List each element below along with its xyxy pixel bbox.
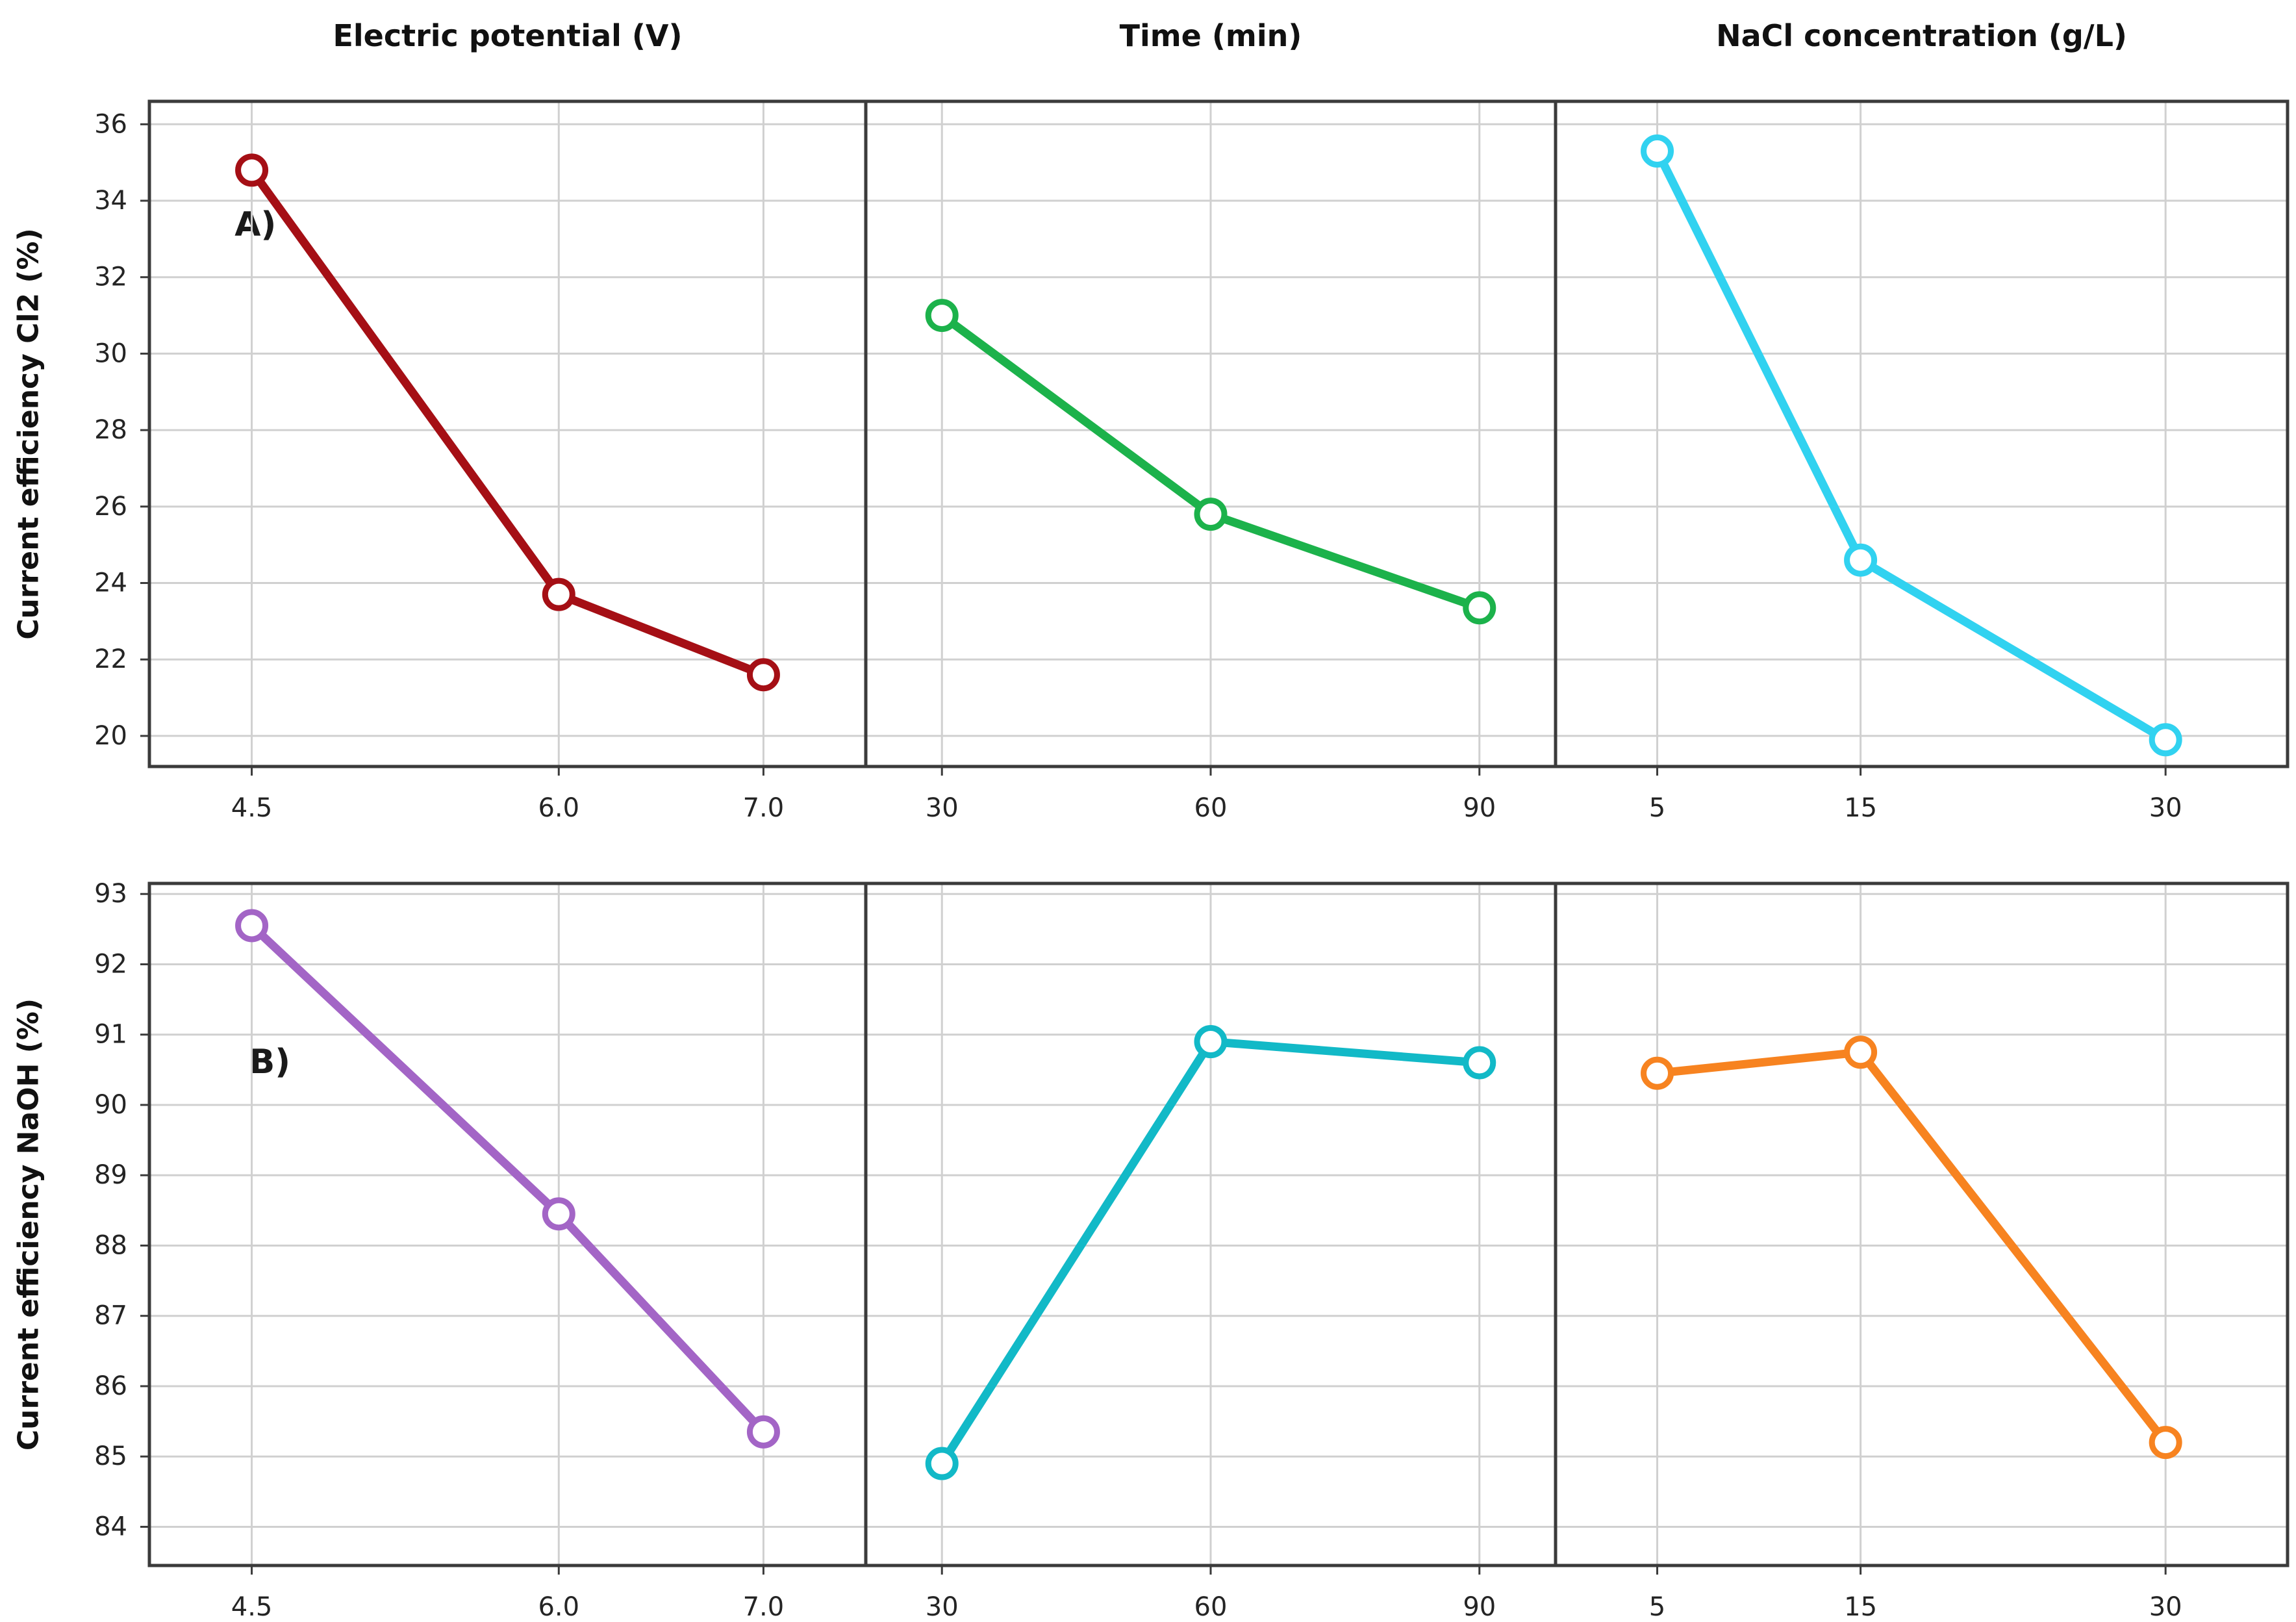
data-point [1641,134,1674,168]
y-tick-label: 90 [94,1090,127,1120]
x-tick-label: 6.0 [538,793,579,823]
column-title-time: Time (min) [1119,18,1302,53]
data-point [746,658,780,692]
y-tick-label: 34 [94,186,127,216]
y-tick-label: 88 [94,1230,127,1260]
data-point [1641,1056,1674,1090]
x-tick-label: 7.0 [743,1592,785,1622]
data-point [2149,723,2182,757]
column-title-nacl-concentration: NaCl concentration (g/L) [1716,18,2127,53]
series-line [1653,1048,2170,1447]
x-tick-label: 4.5 [231,793,273,823]
x-tick-label: 15 [1844,1592,1877,1622]
y-tick-label: 92 [94,949,127,979]
data-point [1844,1035,1878,1069]
y-tick-label: 85 [94,1441,127,1471]
y-tick-label: 87 [94,1301,127,1331]
y-tick-label: 24 [94,568,127,598]
data-point [925,1447,959,1480]
y-tick-label: 86 [94,1371,127,1401]
x-tick-label: 30 [2149,1592,2182,1622]
x-tick-label: 90 [1463,793,1496,823]
x-tick-label: 6.0 [538,1592,579,1622]
y-tick-label: 30 [94,338,127,368]
x-tick-label: 60 [1194,793,1228,823]
panel-border [147,881,868,1567]
x-tick-label: 15 [1844,793,1877,823]
y-tick-label: 28 [94,415,127,445]
x-tick-label: 60 [1194,1592,1228,1622]
y-tick-label: 36 [94,109,127,139]
panel-border [1554,99,2290,768]
panel-label-b: B) [249,1043,290,1082]
x-tick-label: 5 [1649,793,1665,823]
data-point [1194,1025,1228,1059]
data-point [746,1415,780,1449]
y-tick-label: 84 [94,1512,127,1541]
data-point [925,299,959,333]
x-tick-label: 7.0 [743,793,785,823]
y-tick-label: 26 [94,492,127,522]
x-tick-label: 30 [926,793,959,823]
y-tick-label: 22 [94,644,127,674]
y-tick-label: 93 [94,879,127,909]
panel-label-a: A) [234,205,277,245]
series-line [247,921,768,1436]
y-tick-label: 91 [94,1020,127,1050]
x-tick-label: 90 [1463,1592,1496,1622]
column-title-electric-potential: Electric potential (V) [333,18,683,53]
series-line [1653,147,2170,744]
data-point [1463,1046,1496,1080]
x-tick-label: 30 [2149,793,2182,823]
data-point [1844,543,1878,577]
series-line [247,166,768,679]
data-point [1463,591,1496,625]
panel-border [1554,881,2290,1567]
y-tick-label: 32 [94,262,127,292]
y-tick-label: 20 [94,721,127,751]
data-point [1194,498,1228,531]
data-point [542,577,575,611]
x-tick-label: 30 [926,1592,959,1622]
data-point [542,1197,575,1231]
x-tick-label: 4.5 [231,1592,273,1622]
y-tick-label: 89 [94,1160,127,1190]
data-point [235,909,269,943]
data-point [235,153,269,187]
x-tick-label: 5 [1649,1592,1665,1622]
data-point [2149,1426,2182,1460]
